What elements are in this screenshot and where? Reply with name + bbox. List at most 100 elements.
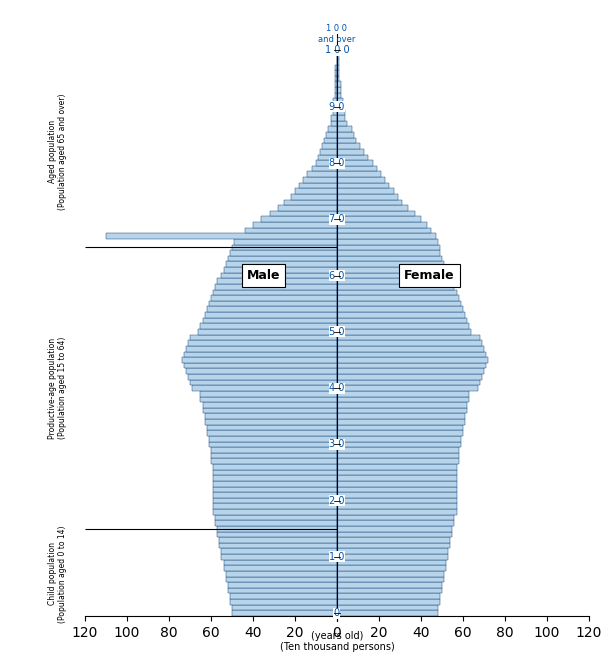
Bar [219,537,337,543]
Bar [337,194,398,200]
Bar [190,380,337,385]
Bar [186,368,337,374]
Bar [205,413,337,419]
Bar [337,267,446,273]
Bar [213,290,337,295]
Bar [184,363,337,368]
Bar [316,160,337,166]
Bar [211,453,337,458]
Bar [291,194,337,200]
Bar [230,593,337,599]
Text: 7 0: 7 0 [329,214,345,224]
Bar [337,346,484,351]
Bar [337,385,478,391]
Bar [327,132,337,138]
Bar [230,250,337,256]
Bar [337,430,463,436]
Bar [335,93,337,98]
Bar [337,256,442,261]
Bar [203,402,337,408]
Bar [337,335,480,340]
Bar [232,610,337,616]
Bar [209,436,337,442]
Bar [337,565,446,571]
Bar [337,81,341,87]
Bar [203,408,337,413]
Bar [217,532,337,537]
Bar [213,487,337,492]
Bar [304,177,337,183]
Bar [337,205,409,211]
Bar [337,543,450,548]
Bar [337,554,448,560]
Bar [337,396,469,402]
Bar [184,351,337,357]
Bar [337,149,364,155]
Bar [261,216,337,222]
Bar [213,475,337,481]
Bar [337,340,482,346]
Bar [228,256,337,261]
Bar [213,503,337,509]
Bar [337,278,452,284]
Bar [211,295,337,301]
Bar [222,273,337,278]
Bar [213,481,337,487]
Bar [232,245,337,250]
Bar [335,76,337,81]
Bar [337,582,442,588]
Bar [228,582,337,588]
Bar [203,318,337,323]
Bar [337,560,446,565]
Bar [205,312,337,318]
Bar [337,605,438,610]
Bar [331,121,337,126]
Bar [232,605,337,610]
Bar [337,318,467,323]
Bar [223,560,337,565]
Bar [322,143,337,149]
Bar [337,470,456,475]
Bar [215,515,337,520]
Bar [337,295,459,301]
Bar [186,346,337,351]
Bar [337,312,465,318]
Bar [209,442,337,447]
Text: (years old): (years old) [311,631,363,641]
Bar [337,216,421,222]
Bar [337,273,448,278]
X-axis label: (Ten thousand persons): (Ten thousand persons) [279,642,395,653]
Bar [333,98,337,104]
Bar [337,284,455,290]
Bar [337,509,456,515]
Bar [337,368,484,374]
Bar [337,363,486,368]
Bar [337,588,442,593]
Bar [213,470,337,475]
Bar [211,458,337,464]
Bar [337,115,345,121]
Text: 4 0: 4 0 [329,383,345,393]
Bar [337,70,339,76]
Bar [337,610,438,616]
Bar [337,498,456,503]
Bar [337,261,444,267]
Bar [207,425,337,430]
Bar [228,588,337,593]
Text: Child population
(Population aged 0 to 14): Child population (Population aged 0 to 1… [48,525,67,622]
Bar [337,104,343,110]
Bar [337,228,432,233]
Bar [205,419,337,425]
Bar [278,205,337,211]
Bar [337,171,381,177]
Bar [190,335,337,340]
Bar [337,323,469,329]
Text: Male: Male [246,269,280,282]
Bar [312,166,337,171]
Text: 2 0: 2 0 [329,496,345,505]
Text: 1 0 0: 1 0 0 [325,46,349,56]
Bar [308,171,337,177]
Bar [337,245,439,250]
Bar [337,98,343,104]
Bar [181,357,337,363]
